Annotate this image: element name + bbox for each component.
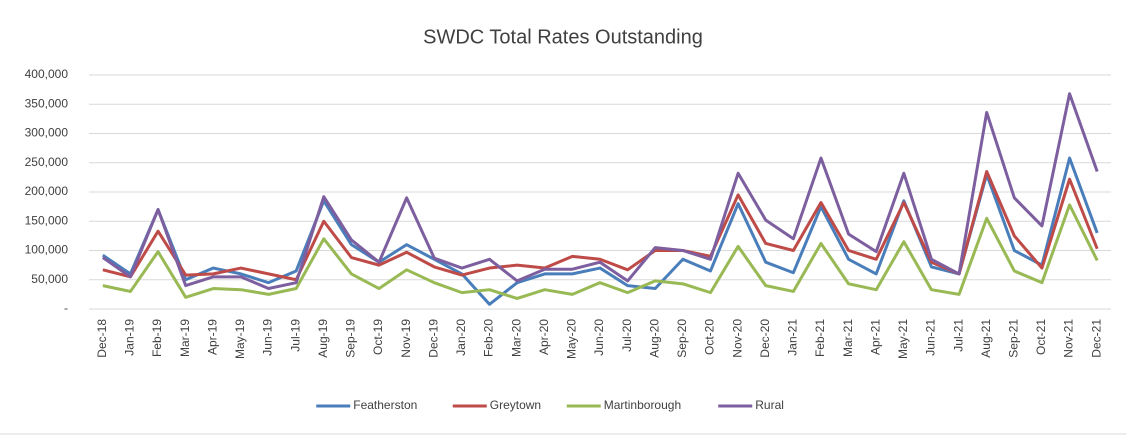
y-tick-label: 400,000	[25, 67, 69, 81]
x-tick-label: Aug-19	[316, 319, 330, 358]
x-tick-label: Mar-19	[178, 319, 192, 357]
x-tick-label: Aug-21	[979, 319, 993, 358]
x-tick-label: Dec-18	[95, 319, 109, 358]
x-tick-label: Nov-19	[399, 319, 413, 358]
x-tick-label: Nov-21	[1062, 319, 1076, 358]
x-tick-label: Feb-20	[482, 319, 496, 357]
x-tick-label: Jun-21	[924, 319, 938, 356]
x-tick-label: Jul-21	[951, 319, 965, 352]
x-tick-label: Jun-20	[592, 319, 606, 356]
x-tick-label: Sep-19	[344, 319, 358, 358]
legend-label: Featherston	[353, 398, 417, 412]
x-tick-label: Jan-21	[786, 319, 800, 356]
x-tick-label: Apr-21	[868, 319, 882, 355]
y-tick-label: 350,000	[25, 96, 69, 110]
legend-label: Greytown	[490, 398, 541, 412]
x-tick-label: May-19	[233, 319, 247, 359]
x-tick-label: Sep-20	[675, 319, 689, 358]
legend-label: Martinborough	[604, 398, 681, 412]
y-tick-label: 300,000	[25, 126, 69, 140]
x-tick-label: Jul-19	[288, 319, 302, 352]
x-tick-label: Jul-20	[620, 319, 634, 352]
x-tick-label: Apr-19	[205, 319, 219, 355]
x-tick-label: Feb-19	[150, 319, 164, 357]
x-tick-label: Aug-20	[647, 319, 661, 358]
x-tick-label: Feb-21	[813, 319, 827, 357]
x-tick-label: Dec-21	[1089, 319, 1103, 358]
series-line	[101, 156, 1099, 306]
x-tick-label: Apr-20	[537, 319, 551, 355]
series-line	[102, 170, 1099, 282]
y-tick-label: 50,000	[31, 272, 68, 286]
x-tick-label: Mar-21	[841, 319, 855, 357]
legend-label: Rural	[755, 398, 784, 412]
x-tick-label: Jan-19	[123, 319, 137, 356]
y-tick-label: 250,000	[25, 155, 69, 169]
x-tick-label: May-20	[565, 319, 579, 359]
x-tick-label: Dec-19	[426, 319, 440, 358]
y-tick-label: 200,000	[25, 184, 69, 198]
x-tick-label: Jan-20	[454, 319, 468, 356]
x-tick-label: Sep-21	[1006, 319, 1020, 358]
x-tick-label: Jun-19	[261, 319, 275, 356]
series-line	[101, 92, 1099, 291]
x-tick-label: Mar-20	[509, 319, 523, 357]
x-tick-label: Dec-20	[758, 319, 772, 358]
series-line	[102, 203, 1099, 300]
x-tick-label: May-21	[896, 319, 910, 359]
y-tick-label: 100,000	[25, 243, 69, 257]
chart-title: SWDC Total Rates Outstanding	[423, 26, 703, 48]
x-tick-label: Nov-20	[730, 319, 744, 358]
x-tick-label: Oct-21	[1034, 319, 1048, 355]
x-tick-label: Oct-20	[703, 319, 717, 355]
y-tick-label: -	[64, 301, 68, 315]
y-tick-label: 150,000	[25, 213, 69, 227]
x-tick-label: Oct-19	[371, 319, 385, 355]
